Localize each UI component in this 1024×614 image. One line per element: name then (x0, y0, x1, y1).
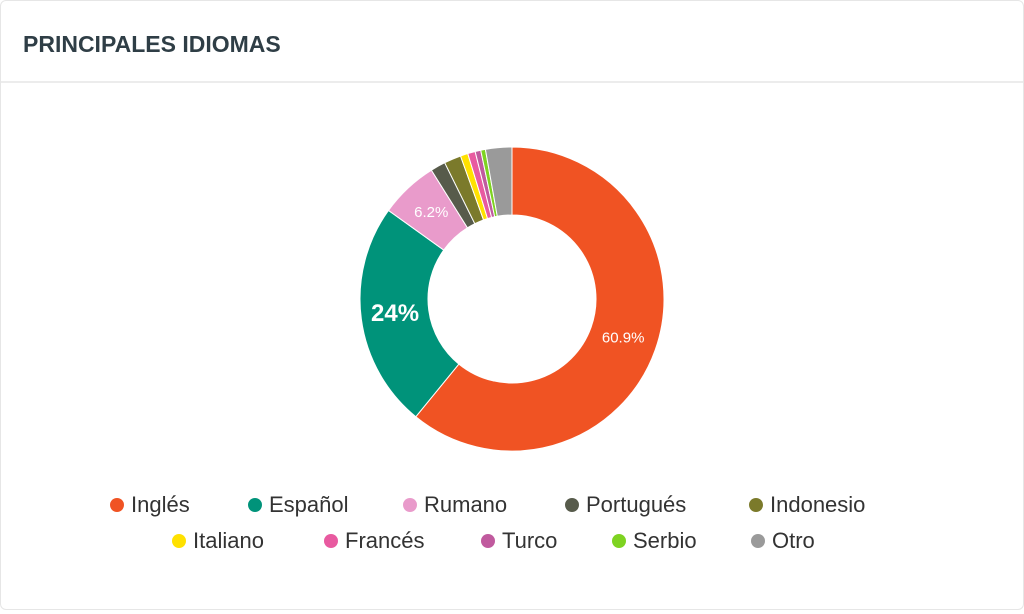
legend-label: Francés (345, 528, 424, 553)
legend-swatch (403, 498, 417, 512)
legend-label: Otro (772, 528, 815, 553)
legend-label: Turco (502, 528, 557, 553)
donut-slice (484, 146, 513, 217)
data-label: 60.9% (602, 330, 645, 347)
legend-label: Italiano (193, 528, 264, 553)
legend-label: Indonesio (770, 492, 865, 517)
legend-swatch (110, 498, 124, 512)
donut-slice (359, 209, 460, 418)
legend-label: Español (269, 492, 349, 517)
donut-slice (415, 146, 665, 452)
data-label: 24% (371, 300, 419, 327)
legend-label: Serbio (633, 528, 697, 553)
legend-swatch (749, 498, 763, 512)
legend-label: Portugués (586, 492, 686, 517)
legend-label: Inglés (131, 492, 190, 517)
chart-title: PRINCIPALES IDIOMAS (23, 31, 281, 57)
legend-swatch (751, 534, 765, 548)
legend-swatch (172, 534, 186, 548)
legend-swatch (565, 498, 579, 512)
legend-swatch (248, 498, 262, 512)
legend-swatch (324, 534, 338, 548)
legend-swatch (481, 534, 495, 548)
data-label: 6.2% (414, 204, 448, 221)
legend-swatch (612, 534, 626, 548)
legend-label: Rumano (424, 492, 507, 517)
